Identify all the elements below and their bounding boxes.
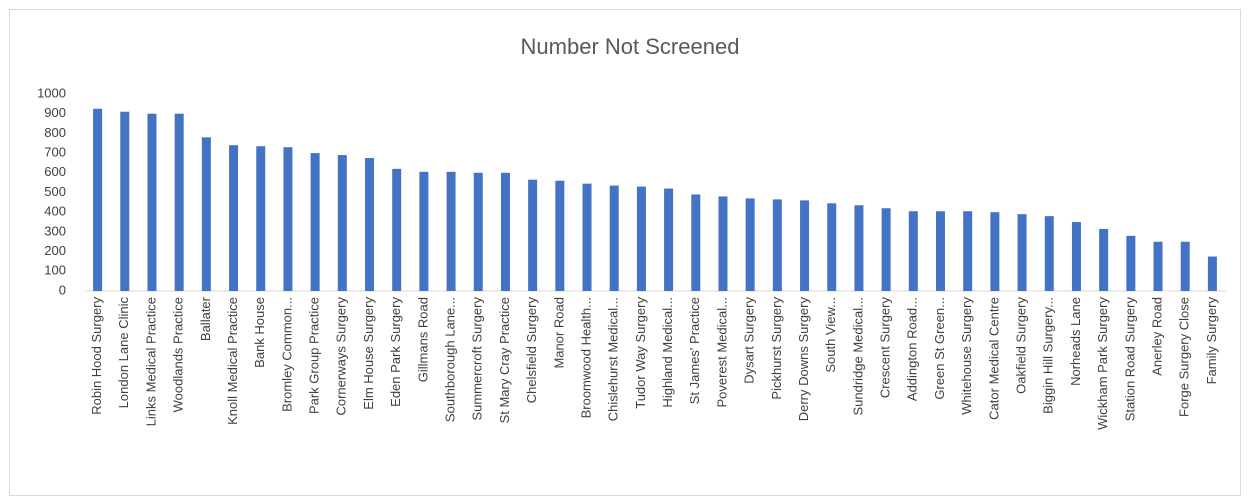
bar: [1017, 214, 1027, 291]
bar: [229, 145, 239, 291]
y-tick-label: 400: [44, 204, 66, 219]
x-tick-label: Forge Surgery Close: [1177, 297, 1192, 417]
x-tick-label: London Lane Clinic: [116, 297, 131, 409]
x-tick-label: Cornerways Surgery: [334, 297, 349, 416]
bar: [582, 183, 592, 291]
bar: [392, 168, 402, 291]
bar: [827, 203, 837, 291]
bar: [310, 153, 320, 291]
bar: [609, 185, 619, 291]
x-tick-label: Summercroft Surgery: [470, 297, 485, 421]
x-tick-label: Bank House: [252, 297, 267, 368]
bar: [1126, 235, 1136, 291]
bar: [528, 179, 538, 291]
x-tick-label: St Mary Cray Practice: [497, 297, 512, 423]
x-tick-label: Poverest Medical...: [714, 297, 729, 408]
bar: [201, 137, 211, 291]
x-tick-label: Links Medical Practice: [143, 297, 158, 426]
y-tick-label: 800: [44, 125, 66, 140]
x-tick-label: Bromley Common...: [279, 297, 294, 412]
x-tick-label: Elm House Surgery: [361, 297, 376, 410]
bar: [664, 188, 674, 291]
bar: [446, 171, 456, 291]
x-tick-label: Dysart Surgery: [742, 297, 757, 384]
x-tick-label: Eden Park Surgery: [388, 297, 403, 407]
y-tick-label: 900: [44, 105, 66, 120]
bar: [500, 172, 510, 291]
bar: [283, 147, 293, 291]
x-tick-label: Wickham Park Surgery: [1095, 297, 1110, 430]
x-tick-label: Tudor Way Surgery: [633, 297, 648, 409]
bar: [147, 113, 157, 291]
bar: [473, 172, 483, 291]
x-tick-label: Pickhurst Surgery: [769, 297, 784, 400]
x-tick-label: Gillmans Road: [415, 297, 430, 382]
bar: [120, 111, 130, 291]
y-tick-label: 200: [44, 243, 66, 258]
x-tick-label: Chelsfield Surgery: [524, 297, 539, 404]
x-tick-label: Oakfield Surgery: [1014, 297, 1029, 394]
bar: [1207, 256, 1217, 291]
bar: [256, 146, 266, 291]
y-tick-label: 0: [59, 282, 66, 297]
bar: [936, 211, 945, 291]
bar: [800, 200, 810, 291]
x-tick-label: St James' Practice: [687, 297, 702, 404]
bar: [93, 108, 103, 292]
x-tick-label: Derry Downs Surgery: [796, 297, 811, 422]
bar: [990, 212, 1000, 291]
x-tick-label: Station Road Surgery: [1122, 297, 1137, 422]
bar: [908, 211, 918, 291]
y-tick-label: 300: [44, 223, 66, 238]
chart-frame: [9, 9, 1241, 496]
y-tick-label: 500: [44, 184, 66, 199]
x-tick-label: Southborough Lane...: [443, 297, 458, 422]
bar: [1071, 222, 1081, 291]
x-tick-label: Biggin Hill Surgery...: [1041, 297, 1056, 414]
bar: [772, 199, 782, 291]
x-tick-label: Robin Hood Surgery: [89, 297, 104, 415]
bar: [337, 155, 347, 291]
x-tick-label: Green St Green...: [932, 297, 947, 400]
y-tick-label: 1000: [37, 85, 66, 100]
x-tick-label: South View...: [823, 297, 838, 373]
x-tick-label: Sundridge Medical...: [850, 297, 865, 416]
x-tick-label: Family Surgery: [1204, 297, 1219, 385]
x-tick-label: Highland Medical...: [660, 297, 675, 408]
x-tick-label: Ballater: [198, 296, 213, 341]
x-tick-label: Whitehouse Surgery: [959, 297, 974, 415]
x-tick-label: Park Group Practice: [307, 297, 322, 414]
bar: [365, 158, 374, 291]
bar: [963, 211, 973, 291]
bar: [745, 198, 755, 291]
x-tick-label: Anerley Road: [1149, 297, 1164, 376]
x-tick-label: Norheads Lane: [1068, 297, 1083, 386]
bar: [854, 205, 864, 291]
bar: [1044, 216, 1054, 291]
bar: [555, 180, 565, 291]
x-tick-label: Woodlands Practice: [171, 297, 186, 412]
bar: [881, 208, 891, 291]
x-tick-label: Manor Road: [551, 297, 566, 369]
bar: [1180, 241, 1190, 291]
x-tick-label: Cator Medical Centre: [986, 297, 1001, 420]
x-tick-label: Chislehurst Medical...: [606, 297, 621, 421]
bar: [1099, 228, 1109, 291]
bar: [718, 196, 728, 291]
bar: [174, 113, 184, 291]
y-tick-label: 700: [44, 145, 66, 160]
bar: [1153, 241, 1163, 291]
chart-title: Number Not Screened: [521, 34, 740, 59]
y-tick-label: 600: [44, 164, 66, 179]
y-tick-label: 100: [44, 263, 66, 278]
bar: [691, 194, 701, 291]
bar: [636, 186, 646, 291]
x-tick-label: Knoll Medical Practice: [225, 297, 240, 425]
bar: [419, 171, 429, 291]
x-tick-label: Broomwood Health...: [578, 297, 593, 418]
x-tick-label: Addington Road...: [905, 297, 920, 401]
x-tick-label: Crescent Surgery: [878, 297, 893, 399]
